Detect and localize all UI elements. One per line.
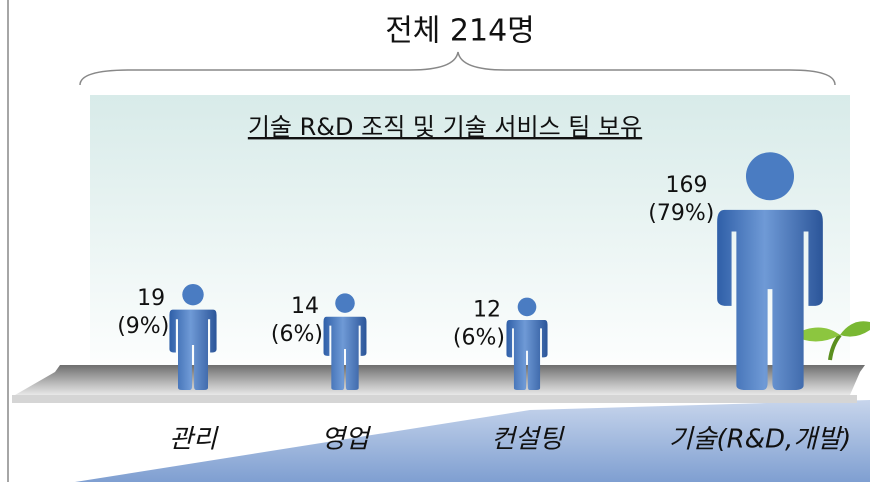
value-label: 19 [137, 286, 165, 311]
share-label: (79%) [648, 201, 714, 226]
value-label: 12 [473, 298, 501, 323]
category-label: 관리 [169, 425, 219, 455]
share-label: (9%) [117, 314, 169, 339]
category-label: 영업 [321, 425, 372, 455]
person-head [518, 298, 537, 317]
share-label: (6%) [271, 322, 323, 347]
brace [80, 52, 835, 85]
chart-subtitle: 기술 R&D 조직 및 기술 서비스 팀 보유 [248, 113, 642, 141]
person-head [335, 293, 355, 313]
category-label: 기술(R&D,개발) [669, 425, 852, 455]
person-head [182, 284, 203, 305]
platform-edge [12, 395, 857, 403]
value-label: 169 [666, 173, 708, 198]
person-head [746, 152, 794, 200]
chart-title: 전체 214명 [385, 14, 535, 49]
value-label: 14 [291, 294, 319, 319]
share-label: (6%) [453, 326, 505, 351]
chart: 전체 214명 기술 R&D 조직 및 기술 서비스 팀 보유 19 (9%) 관리… [0, 0, 870, 482]
category-label: 컨설팅 [491, 425, 565, 455]
